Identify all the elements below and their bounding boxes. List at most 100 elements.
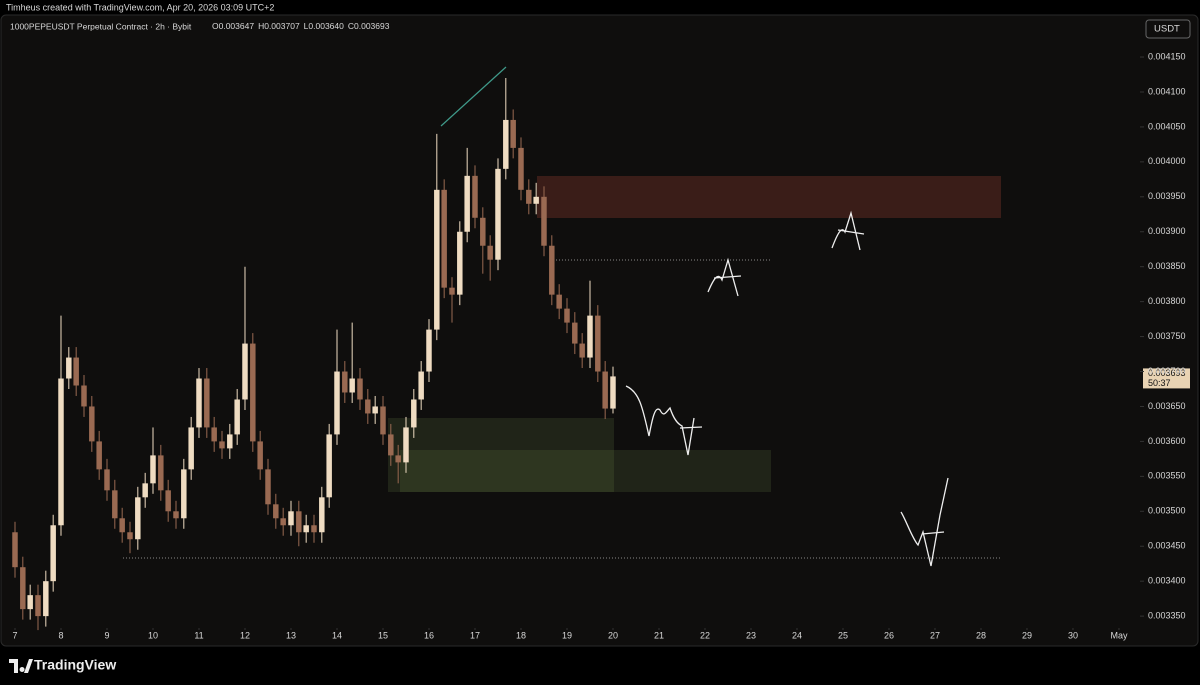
candle-body bbox=[349, 378, 355, 393]
candle-body bbox=[135, 497, 141, 540]
candle-body bbox=[449, 287, 455, 295]
x-tick-label: May bbox=[1110, 630, 1128, 640]
last-price: 0.003693 bbox=[1148, 368, 1186, 378]
currency[interactable]: USDT bbox=[1154, 24, 1180, 35]
candle-body bbox=[288, 511, 294, 526]
y-tick-label: 0.003850 bbox=[1148, 261, 1186, 271]
candle-body bbox=[464, 175, 470, 232]
candle-body bbox=[518, 147, 524, 190]
candle-body bbox=[280, 518, 286, 526]
candle-body bbox=[533, 196, 539, 204]
candle-body bbox=[43, 581, 49, 617]
candle-body bbox=[112, 490, 118, 519]
x-tick-label: 24 bbox=[792, 630, 802, 640]
candle-body bbox=[579, 343, 585, 358]
x-tick-label: 29 bbox=[1022, 630, 1032, 640]
x-tick-label: 30 bbox=[1068, 630, 1078, 640]
candle-body bbox=[602, 371, 608, 409]
candle-body bbox=[12, 532, 18, 568]
candle-body bbox=[142, 483, 148, 498]
demand-zone bbox=[388, 418, 614, 492]
candle-body bbox=[81, 385, 87, 407]
candle-body bbox=[265, 469, 271, 505]
candle-body bbox=[595, 315, 601, 372]
candle-body bbox=[587, 315, 593, 358]
x-tick-label: 9 bbox=[104, 630, 109, 640]
candle-body bbox=[457, 231, 463, 295]
y-tick-label: 0.003750 bbox=[1148, 331, 1186, 341]
candle-body bbox=[181, 469, 187, 519]
candle-body bbox=[403, 427, 409, 463]
x-tick-label: 11 bbox=[194, 630, 203, 640]
logo: TradingView bbox=[9, 657, 116, 673]
candle-body bbox=[73, 357, 79, 386]
drawings bbox=[123, 66, 1001, 567]
candle-body bbox=[66, 357, 72, 379]
currency-box[interactable] bbox=[1145, 19, 1191, 39]
candle-body bbox=[380, 406, 386, 435]
candle-body bbox=[372, 406, 378, 414]
candle-body bbox=[541, 196, 547, 246]
candle-body bbox=[211, 427, 217, 442]
candle-body bbox=[495, 168, 501, 260]
trend-line bbox=[440, 66, 507, 127]
candle-body bbox=[158, 455, 164, 491]
y-tick-label: 0.003550 bbox=[1148, 471, 1186, 481]
x-tick-label: 14 bbox=[332, 630, 342, 640]
candle-body bbox=[549, 245, 555, 295]
candle-body bbox=[119, 518, 125, 533]
x-tick-label: 26 bbox=[884, 630, 894, 640]
x-tick-label: 22 bbox=[700, 630, 710, 640]
candle-body bbox=[480, 217, 486, 246]
candle-body bbox=[58, 378, 64, 526]
y-tick-label: 0.003900 bbox=[1148, 226, 1186, 236]
y-tick-label: 0.004150 bbox=[1148, 51, 1186, 61]
candle-body bbox=[127, 532, 133, 540]
candle-body bbox=[564, 308, 570, 323]
candle-body bbox=[487, 245, 493, 260]
x-tick-label: 20 bbox=[608, 630, 618, 640]
candle-body bbox=[196, 378, 202, 428]
candle-body bbox=[357, 378, 363, 400]
candle-body bbox=[20, 567, 26, 610]
candle-body bbox=[219, 441, 225, 449]
credit: Timheus created with TradingView.com, Ap… bbox=[6, 2, 274, 12]
candle-body bbox=[234, 399, 240, 435]
y-tick-label: 0.004000 bbox=[1148, 156, 1186, 166]
candle-body bbox=[418, 371, 424, 400]
hand-drawing bbox=[625, 210, 949, 567]
x-tick-label: 8 bbox=[58, 630, 63, 640]
candle-body bbox=[50, 525, 56, 582]
x-tick-label: 16 bbox=[424, 630, 434, 640]
candle-body bbox=[510, 119, 516, 148]
x-tick-label: 15 bbox=[378, 630, 388, 640]
candle-body bbox=[250, 343, 256, 442]
candle-body bbox=[303, 525, 309, 533]
candle-body bbox=[165, 490, 171, 512]
candle-body bbox=[426, 329, 432, 372]
y-tick-label: 0.003350 bbox=[1148, 610, 1186, 620]
candle-body bbox=[610, 376, 616, 409]
x-tick-label: 28 bbox=[976, 630, 986, 640]
x-tick-label: 12 bbox=[240, 630, 250, 640]
candle-body bbox=[556, 294, 562, 309]
candle-body bbox=[388, 434, 394, 456]
candle-body bbox=[204, 378, 210, 428]
ohlc-value: L0.003640 bbox=[304, 21, 344, 31]
x-tick-label: 21 bbox=[654, 630, 664, 640]
y-tick-label: 0.003500 bbox=[1148, 506, 1186, 516]
candle-body bbox=[35, 595, 41, 617]
candle-body bbox=[242, 343, 248, 400]
ohlc-value: H0.003707 bbox=[258, 21, 300, 31]
x-tick-label: 25 bbox=[838, 630, 848, 640]
y-tick-label: 0.003700 bbox=[1148, 366, 1186, 376]
y-tick-label: 0.004050 bbox=[1148, 121, 1186, 131]
y-tick-label: 0.003400 bbox=[1148, 576, 1186, 586]
ohlc-value: O0.003647 bbox=[212, 21, 254, 31]
candle-body bbox=[227, 434, 233, 449]
supply-zone bbox=[537, 176, 1001, 218]
x-tick-label: 7 bbox=[12, 630, 17, 640]
candle-body bbox=[334, 371, 340, 435]
candle-body bbox=[89, 406, 95, 442]
logo-text: TradingView bbox=[34, 657, 116, 673]
